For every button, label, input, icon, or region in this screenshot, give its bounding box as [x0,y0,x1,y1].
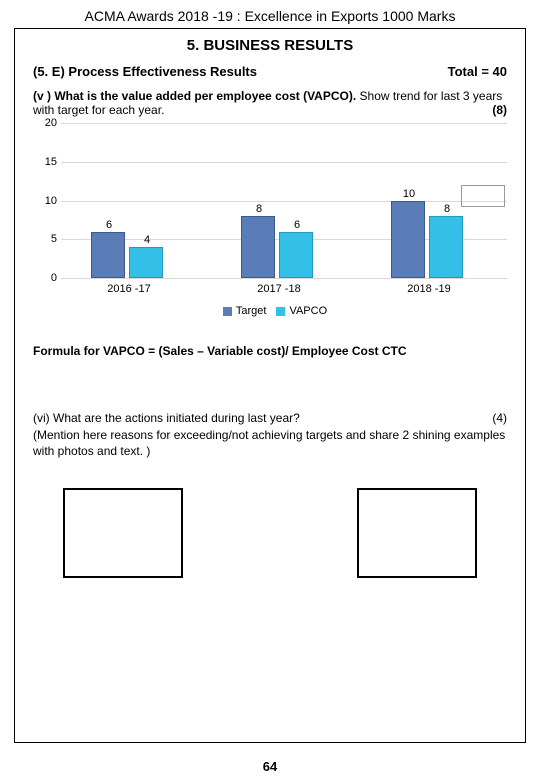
chart-bar-value: 4 [130,234,164,246]
chart-legend: Target VAPCO [33,305,507,317]
page-number: 64 [0,759,540,774]
photo-placeholder-row [63,488,477,578]
chart-bar-value: 8 [242,203,276,215]
chart-bar-value: 10 [392,188,426,200]
vapco-formula: Formula for VAPCO = (Sales – Variable co… [33,343,507,360]
chart-x-label: 2017 -18 [241,283,317,295]
chart-bar: 8 [241,216,275,278]
chart-y-tick: 10 [45,195,57,207]
chart-bar-value: 6 [280,219,314,231]
chart-bar: 10 [391,201,425,279]
chart-x-labels: 2016 -17 2017 -18 2018 -19 [61,283,507,299]
chart-y-tick: 0 [51,272,57,284]
question-vi-note: (Mention here reasons for exceeding/not … [33,428,505,459]
chart-bar: 6 [279,232,313,279]
chart-y-tick: 5 [51,233,57,245]
chart-y-tick: 15 [45,156,57,168]
chart-legend-placeholder-box [461,185,505,207]
subsection-header: (5. E) Process Effectiveness Results Tot… [33,64,507,79]
chart-bar-value: 8 [430,203,464,215]
question-v-bold: (v ) What is the value added per employe… [33,89,356,103]
subsection-total: Total = 40 [448,64,507,79]
chart-y-tick: 20 [45,117,57,129]
chart-gridline [61,162,507,163]
chart-bar: 8 [429,216,463,278]
question-vi-marks: (4) [492,410,507,427]
question-vi-text: (vi) What are the actions initiated duri… [33,411,300,425]
photo-placeholder-1 [63,488,183,578]
chart-bar-value: 6 [92,219,126,231]
chart-gridline [61,278,507,279]
legend-label: VAPCO [289,305,327,317]
vapco-chart: 05101520 6486108 2016 -172017 -182018 -1… [33,123,507,333]
chart-x-label: 2018 -19 [391,283,467,295]
subsection-label: (5. E) Process Effectiveness Results [33,64,257,79]
chart-x-label: 2016 -17 [91,283,167,295]
question-v-marks: (8) [492,103,507,117]
legend-swatch [276,307,285,316]
chart-bar: 4 [129,247,163,278]
chart-gridline [61,123,507,124]
chart-bar: 6 [91,232,125,279]
chart-gridline [61,201,507,202]
document-header: ACMA Awards 2018 -19 : Excellence in Exp… [0,0,540,28]
question-v: (v ) What is the value added per employe… [33,89,507,117]
question-vi: (vi) What are the actions initiated duri… [33,410,507,460]
chart-y-axis: 05101520 [33,123,61,278]
photo-placeholder-2 [357,488,477,578]
section-title: 5. BUSINESS RESULTS [33,37,507,54]
chart-plot: 6486108 [61,123,507,278]
main-content-frame: 5. BUSINESS RESULTS (5. E) Process Effec… [14,28,526,743]
legend-label: Target [236,305,267,317]
legend-swatch [223,307,232,316]
